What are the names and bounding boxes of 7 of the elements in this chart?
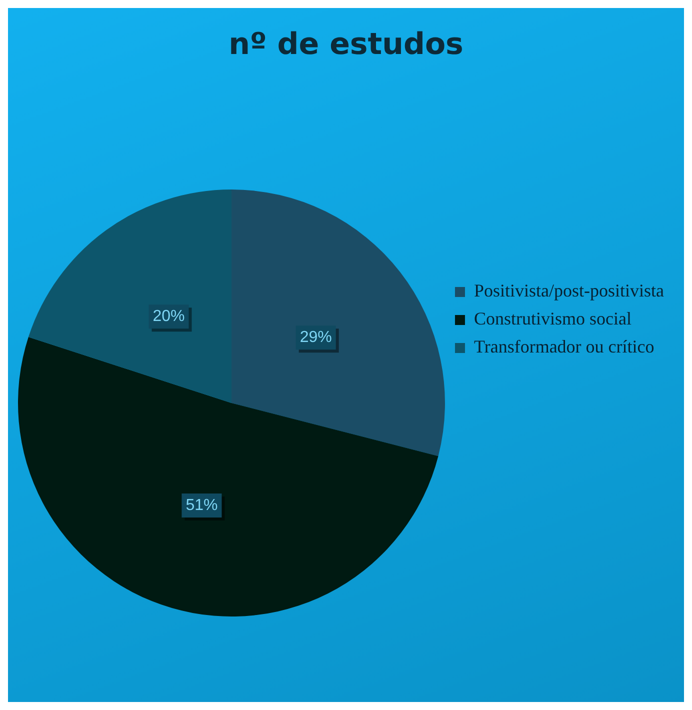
data-label: 51%: [186, 496, 218, 514]
data-label: 29%: [300, 328, 332, 346]
legend-label: Construtivismo social: [474, 308, 632, 329]
data-label: 20%: [152, 308, 185, 326]
legend-label: Transformador ou crítico: [474, 336, 654, 357]
legend-label: Positivista/post-positivista: [474, 280, 664, 301]
chart-title: nº de estudos: [228, 26, 464, 62]
